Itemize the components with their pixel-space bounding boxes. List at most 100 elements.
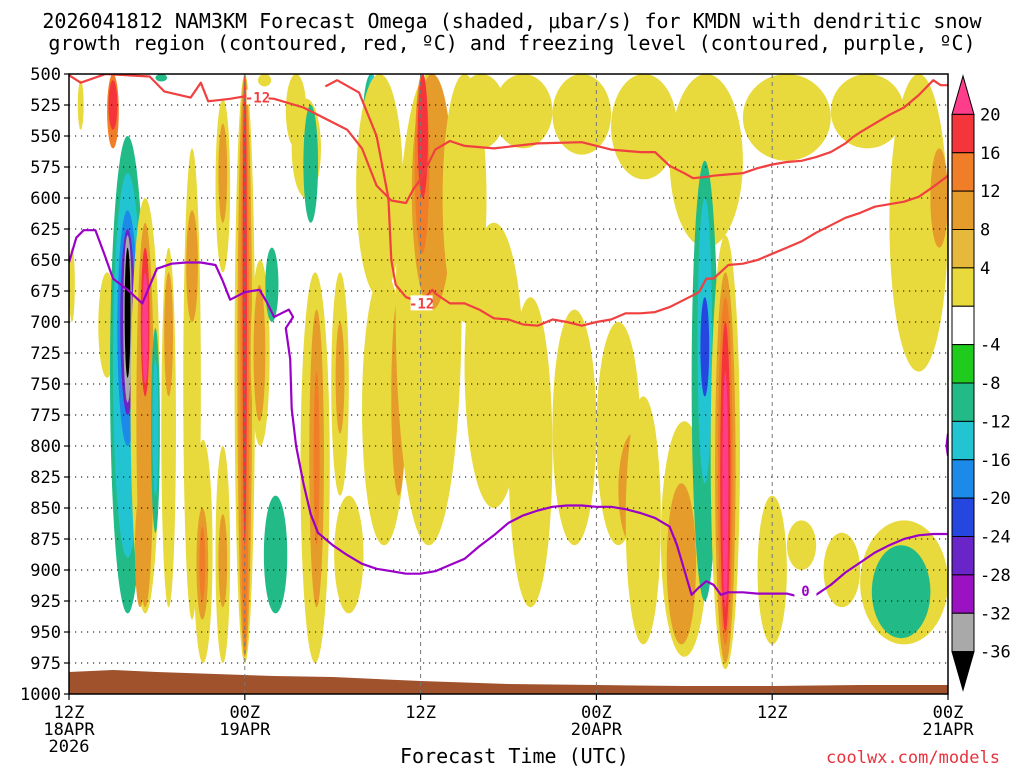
dgz-lower-label: -12 — [409, 296, 434, 312]
x-tick-label: 00Z — [933, 703, 964, 723]
y-tick-label: 625 — [30, 220, 61, 240]
credit-text: coolwx.com/models — [826, 748, 1000, 768]
ground-area — [69, 670, 948, 694]
omega-blob-68 — [508, 297, 553, 608]
y-tick-label: 500 — [30, 65, 61, 85]
axes: 500 525 550 575 600 625 650 675 700 725 750 775 800 8… — [20, 65, 974, 757]
x-tick-label: 19APR — [219, 720, 271, 740]
colorbar-bottom-triangle — [951, 651, 975, 692]
omega-blob-46 — [335, 322, 345, 434]
colorbar-label: -24 — [980, 528, 1011, 548]
dgz-upper-label: -12 — [245, 91, 270, 107]
colorbar-label: 4 — [980, 259, 990, 279]
chart-title-line2: growth region (contoured, red, ºC) and f… — [48, 31, 976, 55]
colorbar-swatch-9 — [951, 420, 975, 461]
y-tick-label: 900 — [30, 561, 61, 581]
x-tick-label: 20APR — [571, 720, 623, 740]
colorbar: 20 16 12 8 4 -4 -8 -12 -16 -20 -24 -28 -32 -36 — [951, 74, 1011, 692]
colorbar-swatch-5 — [951, 267, 975, 307]
omega-blob-84 — [786, 520, 817, 570]
y-tick-label: 700 — [30, 313, 61, 333]
omega-blob-22 — [186, 210, 198, 322]
freezing-level-contour — [69, 229, 948, 599]
colorbar-swatch-8 — [951, 382, 975, 422]
omega-blob-64 — [830, 74, 905, 149]
omega-blob-72 — [625, 396, 661, 645]
y-tick-label: 575 — [30, 158, 61, 178]
colorbar-label: -4 — [980, 336, 1000, 356]
omega-blob-50 — [356, 74, 404, 298]
y-tick-label: 975 — [30, 654, 61, 674]
omega-blob-60 — [552, 74, 612, 155]
omega-blob-87 — [871, 545, 931, 639]
y-tick-label: 800 — [30, 437, 61, 457]
omega-blob-17 — [134, 495, 146, 608]
colorbar-swatch-6 — [951, 305, 975, 346]
terrain-ground — [69, 670, 948, 694]
colorbar-swatch-11 — [951, 497, 975, 537]
omega-blob-34 — [257, 74, 272, 87]
omega-blob-37 — [263, 495, 288, 614]
y-tick-label: 825 — [30, 468, 61, 488]
dgz-lower-label-bg — [410, 295, 433, 311]
omega-blob-56 — [417, 74, 428, 198]
colorbar-swatch-7 — [951, 344, 975, 384]
omega-blob-63 — [742, 74, 831, 161]
x-axis-label: Forecast Time (UTC) — [400, 744, 629, 768]
omega-blob-67 — [464, 222, 524, 508]
colorbar-swatch-3 — [951, 190, 975, 230]
omega-blob-62 — [669, 74, 743, 248]
x-tick-label: 21APR — [922, 720, 974, 740]
grid-lines — [69, 74, 948, 694]
omega-blob-65 — [889, 74, 948, 372]
colorbar-label: -20 — [980, 489, 1011, 509]
omega-blob-3 — [108, 80, 118, 130]
omega-blob-61 — [611, 74, 677, 180]
omega-blob-16 — [152, 359, 159, 496]
omega-blob-82 — [722, 371, 729, 608]
colorbar-label: 20 — [980, 105, 1000, 125]
omega-blob-29 — [218, 514, 228, 608]
x-tick-label: 00Z — [581, 703, 612, 723]
omega-blob-69 — [552, 309, 597, 546]
y-tick-label: 750 — [30, 375, 61, 395]
y-tick-label: 650 — [30, 251, 61, 271]
freezing-level-label: 0 — [801, 584, 809, 600]
colorbar-swatch-13 — [951, 574, 975, 614]
omega-blob-20 — [164, 272, 174, 397]
colorbar-label: -32 — [980, 604, 1011, 624]
freezing-level-label-bg — [794, 583, 817, 599]
chart-title-line1: 2026041812 NAM3KM Forecast Omega (shaded… — [42, 9, 982, 33]
colorbar-swatch-12 — [951, 536, 975, 576]
colorbar-swatch-14 — [951, 612, 975, 653]
y-tick-label: 1000 — [20, 685, 61, 705]
y-tick-label: 725 — [30, 344, 61, 364]
colorbar-label: 16 — [980, 144, 1000, 164]
colorbar-label: 12 — [980, 182, 1000, 202]
colorbar-swatch-1 — [951, 113, 975, 154]
omega-blob-27 — [218, 123, 228, 223]
y-tick-label: 925 — [30, 592, 61, 612]
colorbar-swatch-2 — [951, 152, 975, 192]
x-tick-label: 00Z — [229, 703, 260, 723]
omega-blob-0 — [77, 80, 84, 130]
omega-blob-77 — [700, 297, 710, 397]
omega-blob-25 — [199, 526, 206, 601]
omega-blob-58 — [457, 74, 506, 149]
omega-blob-18 — [155, 74, 168, 82]
colorbar-label: -36 — [980, 643, 1011, 663]
colorbar-top-triangle — [951, 74, 975, 115]
colorbar-label: 8 — [980, 221, 990, 241]
y-tick-label: 850 — [30, 499, 61, 519]
omega-blob-1 — [69, 247, 75, 322]
omega-blob-85 — [823, 532, 861, 608]
colorbar-swatch-4 — [951, 229, 975, 269]
colorbar-label: -12 — [980, 412, 1011, 432]
colorbar-label: -8 — [980, 374, 1000, 394]
omega-blob-10 — [124, 247, 131, 378]
x-tick-label: 12Z — [54, 703, 85, 723]
colorbar-label: -16 — [980, 451, 1011, 471]
contour-lines: -12 -12 0 — [69, 74, 948, 600]
x-tick-label: 12Z — [757, 703, 788, 723]
